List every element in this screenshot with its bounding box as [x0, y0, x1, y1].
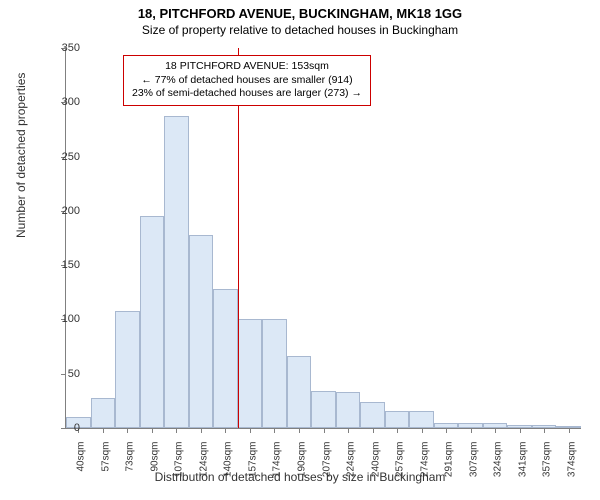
x-tick-label: 73sqm [125, 442, 136, 472]
y-tick-label: 50 [68, 368, 80, 380]
x-tick-label: 341sqm [517, 442, 528, 478]
x-tick-label: 307sqm [468, 442, 479, 478]
y-tick-label: 350 [62, 42, 80, 54]
y-tick-mark [61, 374, 66, 375]
x-tick-label: 57sqm [100, 442, 111, 472]
y-tick-label: 150 [62, 259, 80, 271]
x-tick-mark [324, 428, 325, 433]
annotation-line3: 23% of semi-detached houses are larger (… [132, 87, 362, 101]
annotation-line1: 18 PITCHFORD AVENUE: 153sqm [132, 60, 362, 74]
y-tick-label: 300 [62, 96, 80, 108]
histogram-bar [238, 319, 263, 428]
x-tick-label: 291sqm [444, 442, 455, 478]
histogram-bar [287, 356, 312, 428]
x-tick-mark [446, 428, 447, 433]
x-tick-label: 140sqm [223, 442, 234, 478]
histogram-bar [385, 411, 410, 428]
x-tick-mark [152, 428, 153, 433]
x-tick-label: 374sqm [566, 442, 577, 478]
histogram-bar [311, 391, 336, 428]
x-tick-mark [422, 428, 423, 433]
x-tick-mark [127, 428, 128, 433]
x-tick-label: 124sqm [198, 442, 209, 478]
x-tick-mark [471, 428, 472, 433]
x-tick-label: 190sqm [296, 442, 307, 478]
x-tick-label: 257sqm [395, 442, 406, 478]
x-tick-mark [250, 428, 251, 433]
page-title: 18, PITCHFORD AVENUE, BUCKINGHAM, MK18 1… [0, 0, 600, 21]
x-tick-label: 157sqm [247, 442, 258, 478]
y-axis-label: Number of detached properties [14, 73, 28, 238]
histogram-bar [213, 289, 238, 428]
histogram-bar [336, 392, 361, 428]
x-tick-label: 224sqm [346, 442, 357, 478]
annotation-box: 18 PITCHFORD AVENUE: 153sqm← 77% of deta… [123, 55, 371, 106]
x-tick-mark [373, 428, 374, 433]
x-tick-label: 357sqm [542, 442, 553, 478]
x-tick-label: 240sqm [370, 442, 381, 478]
x-tick-label: 207sqm [321, 442, 332, 478]
histogram-bar [409, 411, 434, 428]
y-tick-label: 250 [62, 151, 80, 163]
histogram-bar [189, 235, 214, 428]
y-tick-label: 0 [74, 422, 80, 434]
x-tick-label: 324sqm [493, 442, 504, 478]
histogram-bar [164, 116, 189, 428]
y-tick-label: 100 [62, 313, 80, 325]
histogram-bar [262, 319, 287, 428]
histogram-bar [140, 216, 165, 428]
x-tick-label: 274sqm [419, 442, 430, 478]
x-tick-mark [103, 428, 104, 433]
x-tick-label: 40sqm [76, 442, 87, 472]
x-tick-mark [569, 428, 570, 433]
x-tick-label: 90sqm [149, 442, 160, 472]
x-tick-mark [544, 428, 545, 433]
x-tick-mark [520, 428, 521, 433]
histogram-bar [360, 402, 385, 428]
x-tick-mark [176, 428, 177, 433]
x-tick-mark [299, 428, 300, 433]
histogram-bar [115, 311, 140, 428]
y-tick-label: 200 [62, 205, 80, 217]
x-tick-mark [274, 428, 275, 433]
x-tick-mark [225, 428, 226, 433]
histogram-bar [91, 398, 116, 428]
y-tick-mark [61, 428, 66, 429]
page-subtitle: Size of property relative to detached ho… [0, 21, 600, 37]
x-tick-label: 174sqm [272, 442, 283, 478]
annotation-line2: ← 77% of detached houses are smaller (91… [132, 74, 362, 88]
x-tick-label: 107sqm [174, 442, 185, 478]
x-tick-mark [397, 428, 398, 433]
x-tick-mark [201, 428, 202, 433]
x-tick-mark [348, 428, 349, 433]
x-tick-mark [495, 428, 496, 433]
